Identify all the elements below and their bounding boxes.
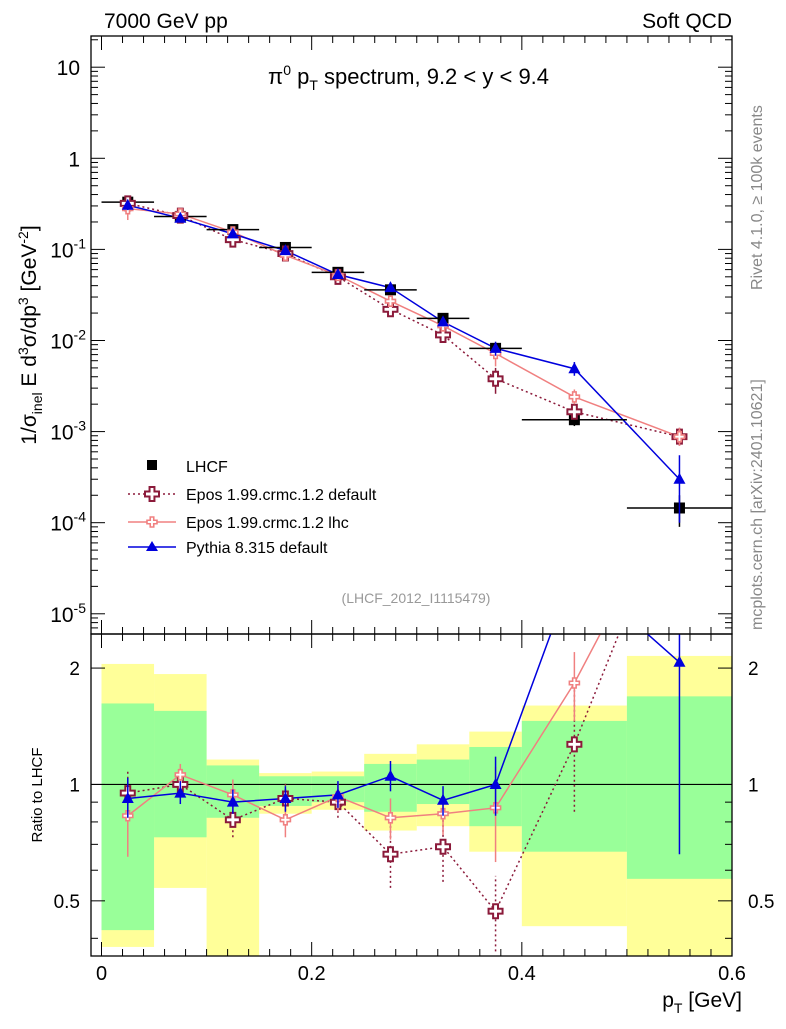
data-point xyxy=(673,430,686,443)
data-point xyxy=(487,370,504,387)
main-title: π0 pT spectrum, 9.2 < y < 9.4 xyxy=(268,62,549,93)
main-y-tick-label: 10 xyxy=(57,57,80,80)
legend-marker-pythia xyxy=(146,541,158,551)
data-point xyxy=(673,472,686,484)
legend-item-pythia: Pythia 8.315 default xyxy=(128,540,328,557)
legend-item-lhcf: LHCF xyxy=(147,459,228,476)
ratio-point xyxy=(226,795,239,807)
x-tick-label: 0 xyxy=(96,963,107,985)
ratio-frame xyxy=(90,633,733,957)
ratio-point xyxy=(174,768,187,781)
data-point xyxy=(384,295,397,307)
main-panel: 10 1 10-1 10-2 10-3 10-4 10-5 π0 pT spectrum, … xyxy=(15,35,733,635)
ratio-point xyxy=(121,791,134,803)
main-y-tick-label: 10-1 xyxy=(50,235,86,262)
header-right: Soft QCD xyxy=(642,10,732,33)
main-y-tick-label: 10-5 xyxy=(50,600,86,627)
x-tick-label: 0.4 xyxy=(508,963,536,985)
legend-label-lhcf: LHCF xyxy=(186,459,228,476)
ratio-y-tick-label-left: 1 xyxy=(69,775,80,796)
ratio-ticks xyxy=(91,634,733,956)
data-point xyxy=(437,315,450,327)
data-point xyxy=(384,281,397,293)
data-point xyxy=(566,403,583,420)
data-point xyxy=(226,227,239,239)
ratio-y-tick-label-right: 1 xyxy=(748,775,759,796)
ratio-line-2 xyxy=(127,634,680,803)
legend-label-epos-lhc: Epos 1.99.crmc.1.2 lhc xyxy=(186,515,349,532)
x-axis-label: pT [GeV] xyxy=(662,989,742,1016)
ratio-bands xyxy=(101,655,732,956)
x-tick-label: 0.2 xyxy=(298,963,326,985)
ratio-point xyxy=(279,791,292,803)
main-ticks xyxy=(91,36,733,635)
ratio-point xyxy=(279,814,292,826)
main-data xyxy=(101,195,732,527)
ratio-point xyxy=(435,838,452,855)
data-point xyxy=(121,198,134,210)
data-point xyxy=(279,244,292,256)
ratio-data xyxy=(91,634,732,952)
ratio-y-tick-label-right: 0.5 xyxy=(748,892,774,913)
main-y-tick-label: 10-4 xyxy=(50,509,86,536)
main-y-tick-label: 10-2 xyxy=(50,326,86,353)
main-y-tick-label: 10-3 xyxy=(50,418,86,445)
legend-item-epos-lhc: Epos 1.99.crmc.1.2 lhc xyxy=(128,515,349,532)
legend-marker-lhcf xyxy=(147,460,157,470)
ratio-point xyxy=(673,655,686,667)
series-line-1 xyxy=(127,202,680,438)
ratio-point xyxy=(382,846,399,863)
ratio-point xyxy=(568,677,581,689)
ratio-point xyxy=(174,786,187,798)
legend-marker-epos-lhc-shape xyxy=(146,516,158,528)
legend: LHCF Epos 1.99.crmc.1.2 default Epos 1.9… xyxy=(128,459,377,557)
x-tick-label: 0.6 xyxy=(718,963,746,985)
main-y-tick-label: 1 xyxy=(68,148,80,171)
ratio-y-tick-label-left: 0.5 xyxy=(54,892,80,913)
data-point xyxy=(568,391,581,403)
data-point xyxy=(174,211,187,223)
legend-marker-epos-lhc xyxy=(146,516,158,528)
data-point xyxy=(331,268,344,280)
series-line-2 xyxy=(127,207,680,438)
legend-label-pythia: Pythia 8.315 default xyxy=(186,540,328,557)
data-point xyxy=(489,341,502,353)
legend-label-epos-default: Epos 1.99.crmc.1.2 default xyxy=(186,487,377,504)
ratio-tick-labels: 0.5 0.5 1 1 2 2 0 0.2 0.4 0.6 xyxy=(54,659,775,985)
legend-item-epos-default: Epos 1.99.crmc.1.2 default xyxy=(128,486,377,504)
ratio-point xyxy=(437,793,450,805)
ratio-point xyxy=(489,777,502,789)
mcplots-label: mcplots.cern.ch [arXiv:2401.10621] xyxy=(749,379,766,630)
ratio-point xyxy=(331,788,344,800)
ratio-point xyxy=(487,903,504,920)
data-point xyxy=(568,362,581,374)
ratio-panel: 0.5 0.5 1 1 2 2 0 0.2 0.4 0.6 Ratio to LHCF pT [G… xyxy=(29,633,775,1016)
ratio-point xyxy=(566,736,583,753)
series-line-3 xyxy=(127,204,681,480)
legend-marker-epos-default-shape xyxy=(144,486,160,502)
ratio-point xyxy=(384,811,397,824)
main-y-label: 1/σinel E d3σ/dp3 [GeV-2] xyxy=(15,225,45,444)
ratio-y-tick-label-left: 2 xyxy=(69,659,80,680)
rivet-label: Rivet 4.1.0, ≥ 100k events xyxy=(749,105,766,290)
ratio-line-1 xyxy=(127,634,602,821)
ratio-y-tick-label-right: 2 xyxy=(748,659,759,680)
header-left: 7000 GeV pp xyxy=(104,10,228,33)
ratio-point xyxy=(384,769,397,781)
ratio-y-label: Ratio to LHCF xyxy=(29,747,46,842)
data-point xyxy=(435,326,452,343)
analysis-id: (LHCF_2012_I1115479) xyxy=(342,590,491,606)
legend-marker-epos-default xyxy=(144,486,160,502)
main-y-tick-labels: 10 1 10-1 10-2 10-3 10-4 10-5 xyxy=(50,57,86,627)
ratio-point xyxy=(224,811,241,828)
